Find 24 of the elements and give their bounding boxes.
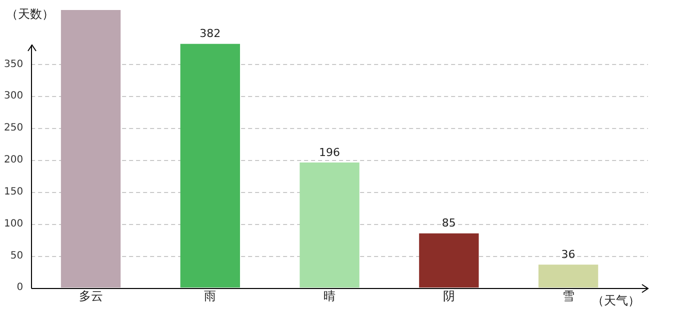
data-label: 36 <box>561 248 576 261</box>
x-tick-label: 多云 <box>78 288 103 303</box>
data-label: 196 <box>319 146 340 159</box>
x-axis-title: （天气） <box>592 294 640 308</box>
x-tick-label: 雪 <box>562 288 574 303</box>
y-tick-label: 50 <box>10 250 24 262</box>
y-tick-label: 100 <box>4 218 24 230</box>
x-tick-label: 阴 <box>442 288 455 303</box>
bar <box>419 233 479 288</box>
x-tick-label: 晴 <box>324 288 336 303</box>
y-tick-label: 300 <box>4 90 24 102</box>
bar <box>300 162 360 288</box>
bar <box>60 10 121 288</box>
y-tick-label: 200 <box>4 154 24 166</box>
x-tick-label: 雨 <box>204 288 216 303</box>
bar <box>180 44 240 288</box>
y-tick-label: 0 <box>16 282 24 294</box>
data-label: 382 <box>200 27 221 40</box>
y-tick-label: 250 <box>4 122 24 134</box>
bar <box>538 264 598 288</box>
y-tick-label: 350 <box>4 58 24 70</box>
y-tick-label: 150 <box>4 186 24 198</box>
y-axis-title: （天数） <box>6 7 54 22</box>
data-label: 85 <box>442 216 456 230</box>
